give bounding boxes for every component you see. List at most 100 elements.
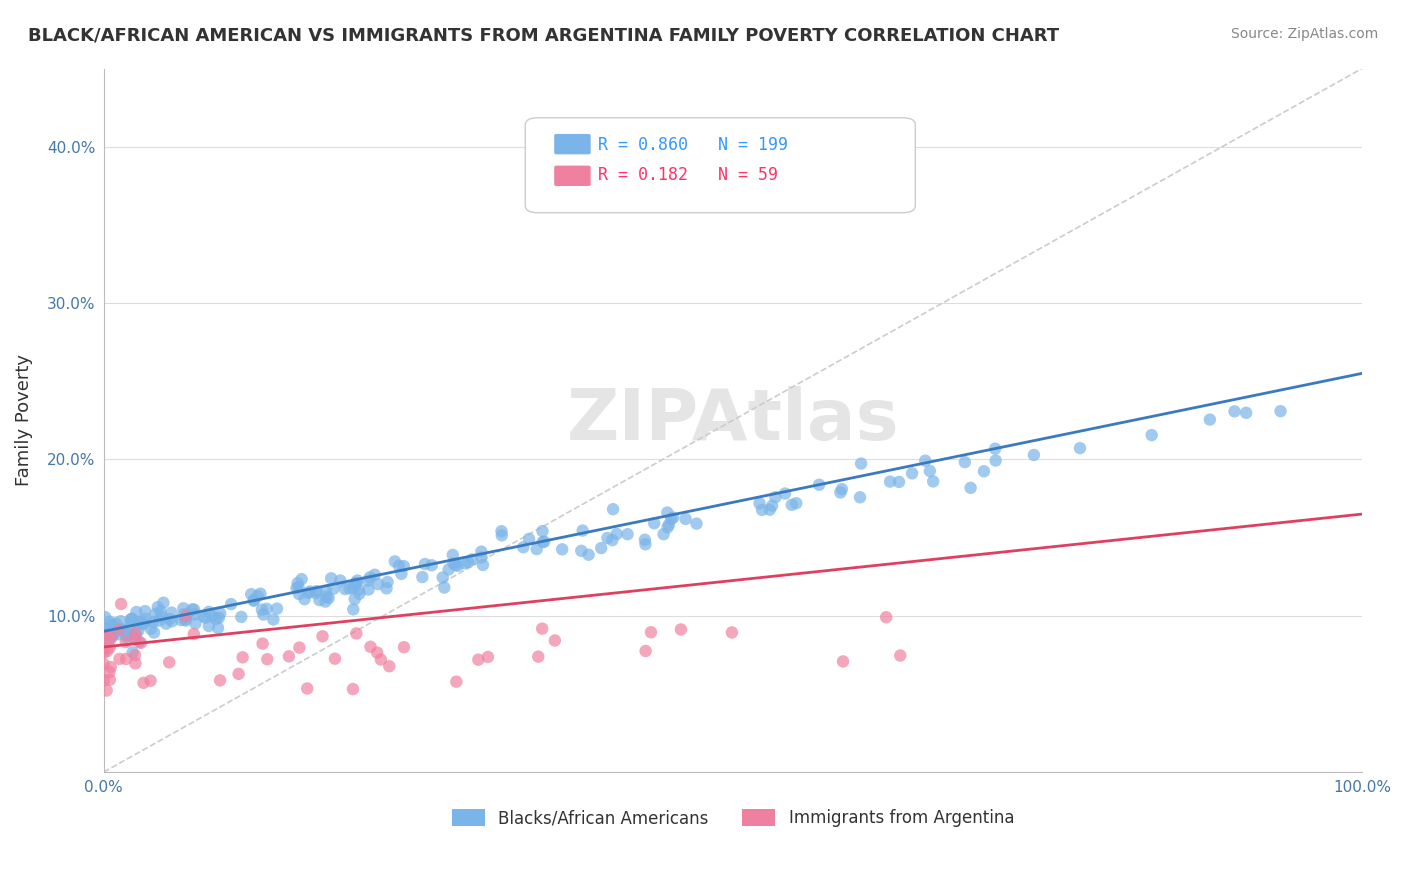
Point	[142, 615, 165, 629]
Point	[125, 605, 148, 619]
Point	[322, 582, 344, 596]
Point	[155, 616, 177, 631]
Point	[849, 457, 872, 471]
Point	[291, 572, 314, 586]
Point	[657, 520, 679, 534]
Point	[471, 550, 494, 565]
Text: BLACK/AFRICAN AMERICAN VS IMMIGRANTS FROM ARGENTINA FAMILY POVERTY CORRELATION C: BLACK/AFRICAN AMERICAN VS IMMIGRANTS FRO…	[28, 27, 1059, 45]
Point	[121, 615, 143, 629]
Point	[120, 627, 142, 641]
Point	[634, 644, 657, 658]
Text: R = 0.182   N = 59: R = 0.182 N = 59	[598, 167, 779, 185]
Point	[107, 623, 129, 637]
Point	[571, 524, 593, 538]
Point	[364, 567, 387, 582]
Point	[634, 533, 657, 547]
Point	[93, 657, 115, 671]
Point	[342, 681, 364, 696]
Point	[808, 477, 831, 491]
Point	[285, 581, 308, 595]
Point	[93, 673, 115, 688]
Point	[591, 541, 613, 555]
Point	[652, 527, 675, 541]
Point	[129, 615, 152, 630]
Point	[457, 555, 479, 569]
Point	[444, 558, 467, 572]
Point	[232, 650, 254, 665]
Point	[763, 491, 786, 505]
Point	[333, 582, 356, 596]
Point	[918, 464, 941, 478]
Text: Source: ZipAtlas.com: Source: ZipAtlas.com	[1230, 27, 1378, 41]
Point	[98, 632, 121, 646]
FancyBboxPatch shape	[526, 118, 915, 213]
Point	[294, 592, 316, 607]
Point	[183, 627, 205, 641]
Point	[125, 627, 148, 641]
Point	[392, 640, 415, 655]
Point	[184, 616, 207, 631]
Point	[973, 464, 995, 478]
Point	[149, 604, 172, 618]
Point	[596, 531, 619, 545]
Point	[148, 614, 170, 628]
Point	[467, 653, 489, 667]
Point	[831, 482, 853, 496]
Point	[411, 570, 433, 584]
Point	[120, 613, 142, 627]
Point	[311, 629, 333, 643]
Point	[209, 607, 232, 621]
Point	[887, 475, 910, 489]
Point	[297, 586, 319, 600]
Point	[266, 601, 288, 615]
Point	[115, 652, 138, 666]
Point	[378, 659, 401, 673]
Point	[228, 666, 250, 681]
Point	[1022, 448, 1045, 462]
Point	[173, 607, 195, 622]
Point	[901, 467, 924, 481]
Point	[135, 612, 157, 626]
Point	[128, 635, 150, 649]
Point	[139, 673, 162, 688]
Point	[124, 626, 146, 640]
Point	[243, 594, 266, 608]
Point	[121, 612, 143, 626]
Point	[491, 528, 513, 542]
Point	[531, 524, 554, 538]
Text: R = 0.860   N = 199: R = 0.860 N = 199	[598, 136, 789, 153]
Point	[875, 610, 897, 624]
Point	[640, 625, 662, 640]
Point	[392, 559, 415, 574]
Point	[194, 611, 217, 625]
Point	[157, 612, 180, 626]
Point	[761, 499, 783, 513]
Point	[100, 660, 122, 674]
Point	[366, 646, 388, 660]
Point	[121, 612, 143, 626]
Point	[433, 581, 456, 595]
Point	[219, 597, 242, 611]
Point	[413, 557, 436, 571]
Point	[375, 582, 398, 596]
Point	[252, 607, 274, 622]
Point	[662, 510, 685, 524]
Point	[491, 524, 513, 539]
Point	[527, 649, 550, 664]
Point	[339, 582, 361, 596]
Point	[389, 566, 412, 581]
Point	[98, 615, 121, 629]
Point	[344, 626, 367, 640]
Point	[357, 574, 380, 588]
Point	[124, 632, 146, 646]
Point	[252, 637, 274, 651]
Point	[1199, 412, 1222, 426]
Point	[208, 610, 231, 624]
Point	[849, 491, 872, 505]
Point	[347, 582, 370, 597]
Point	[315, 590, 337, 604]
Point	[94, 610, 117, 624]
Point	[110, 622, 132, 636]
Point	[207, 621, 229, 635]
Point	[685, 516, 707, 531]
